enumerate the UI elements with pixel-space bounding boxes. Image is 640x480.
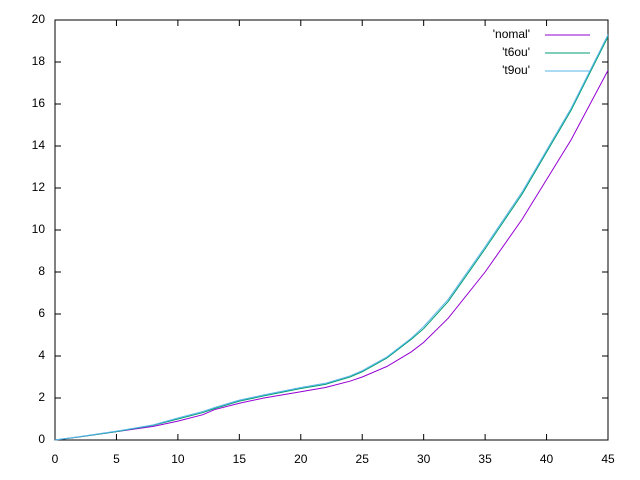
x-tick-label: 35 xyxy=(478,452,492,466)
x-tick-label: 0 xyxy=(52,452,59,466)
y-tick-label: 12 xyxy=(32,180,46,194)
y-tick-label: 4 xyxy=(38,348,45,362)
series-line xyxy=(54,70,609,441)
x-tick-label: 40 xyxy=(540,452,554,466)
y-tick-label: 20 xyxy=(32,12,46,26)
x-tick-label: 15 xyxy=(233,452,247,466)
y-tick-label: 14 xyxy=(32,138,46,152)
legend-label: 't9ou' xyxy=(502,63,530,77)
y-tick-label: 0 xyxy=(38,432,45,446)
y-tick-label: 10 xyxy=(32,222,46,236)
y-tick-label: 6 xyxy=(38,306,45,320)
x-tick-label: 45 xyxy=(601,452,615,466)
series-line xyxy=(54,36,609,441)
x-tick-label: 5 xyxy=(113,452,120,466)
y-tick-label: 18 xyxy=(32,54,46,68)
x-tick-label: 20 xyxy=(294,452,308,466)
y-tick-label: 2 xyxy=(38,390,45,404)
series-line xyxy=(54,34,609,441)
legend-label: 't6ou' xyxy=(502,45,530,59)
x-tick-label: 25 xyxy=(356,452,370,466)
y-tick-label: 8 xyxy=(38,264,45,278)
plot-border xyxy=(54,19,609,441)
legend-label: 'nomal' xyxy=(493,27,530,41)
x-tick-label: 30 xyxy=(417,452,431,466)
x-tick-label: 10 xyxy=(171,452,185,466)
y-tick-label: 16 xyxy=(32,96,46,110)
